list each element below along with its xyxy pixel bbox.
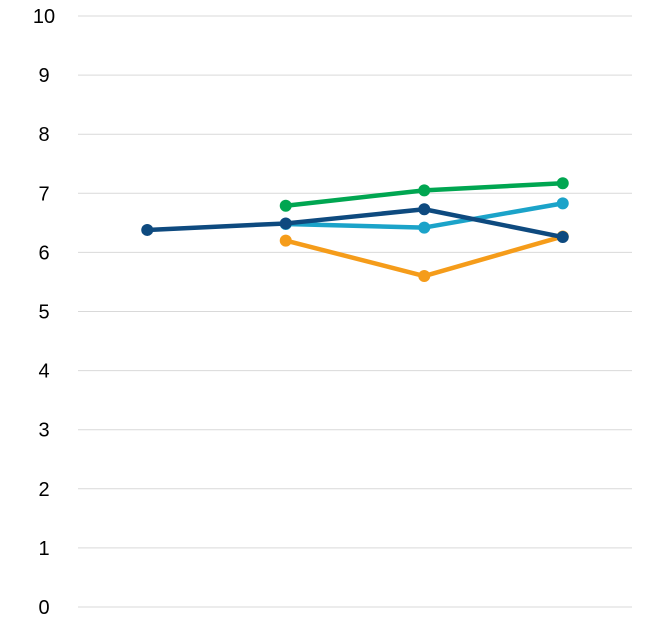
series-3 [279,177,569,212]
data-point [418,203,431,216]
y-tick-label: 9 [38,65,49,87]
y-tick-label: 1 [38,538,49,560]
y-tick-label: 8 [38,124,49,146]
data-point [418,184,431,197]
series-layer [141,177,569,283]
data-point [279,199,292,212]
series-4 [141,203,569,244]
y-tick-label: 5 [38,302,49,324]
data-point [556,177,569,190]
y-tick-label: 4 [38,361,49,383]
gridlines [78,15,632,608]
data-point [418,270,431,283]
y-tick-label: 3 [38,420,49,442]
data-point [418,221,431,234]
data-point [279,234,292,247]
y-tick-label: 2 [38,479,49,501]
data-point [556,197,569,210]
series-line [145,207,565,240]
y-tick-label: 7 [38,183,49,205]
y-tick-label: 0 [38,597,49,619]
data-point [556,231,569,244]
y-tick-label: 10 [33,6,55,28]
data-point [141,223,154,236]
y-tick-label: 6 [38,242,49,264]
series-1 [279,230,569,283]
data-point [279,217,292,230]
y-axis-tick-labels: 0 1 2 3 4 5 6 7 8 9 10 [33,6,55,619]
